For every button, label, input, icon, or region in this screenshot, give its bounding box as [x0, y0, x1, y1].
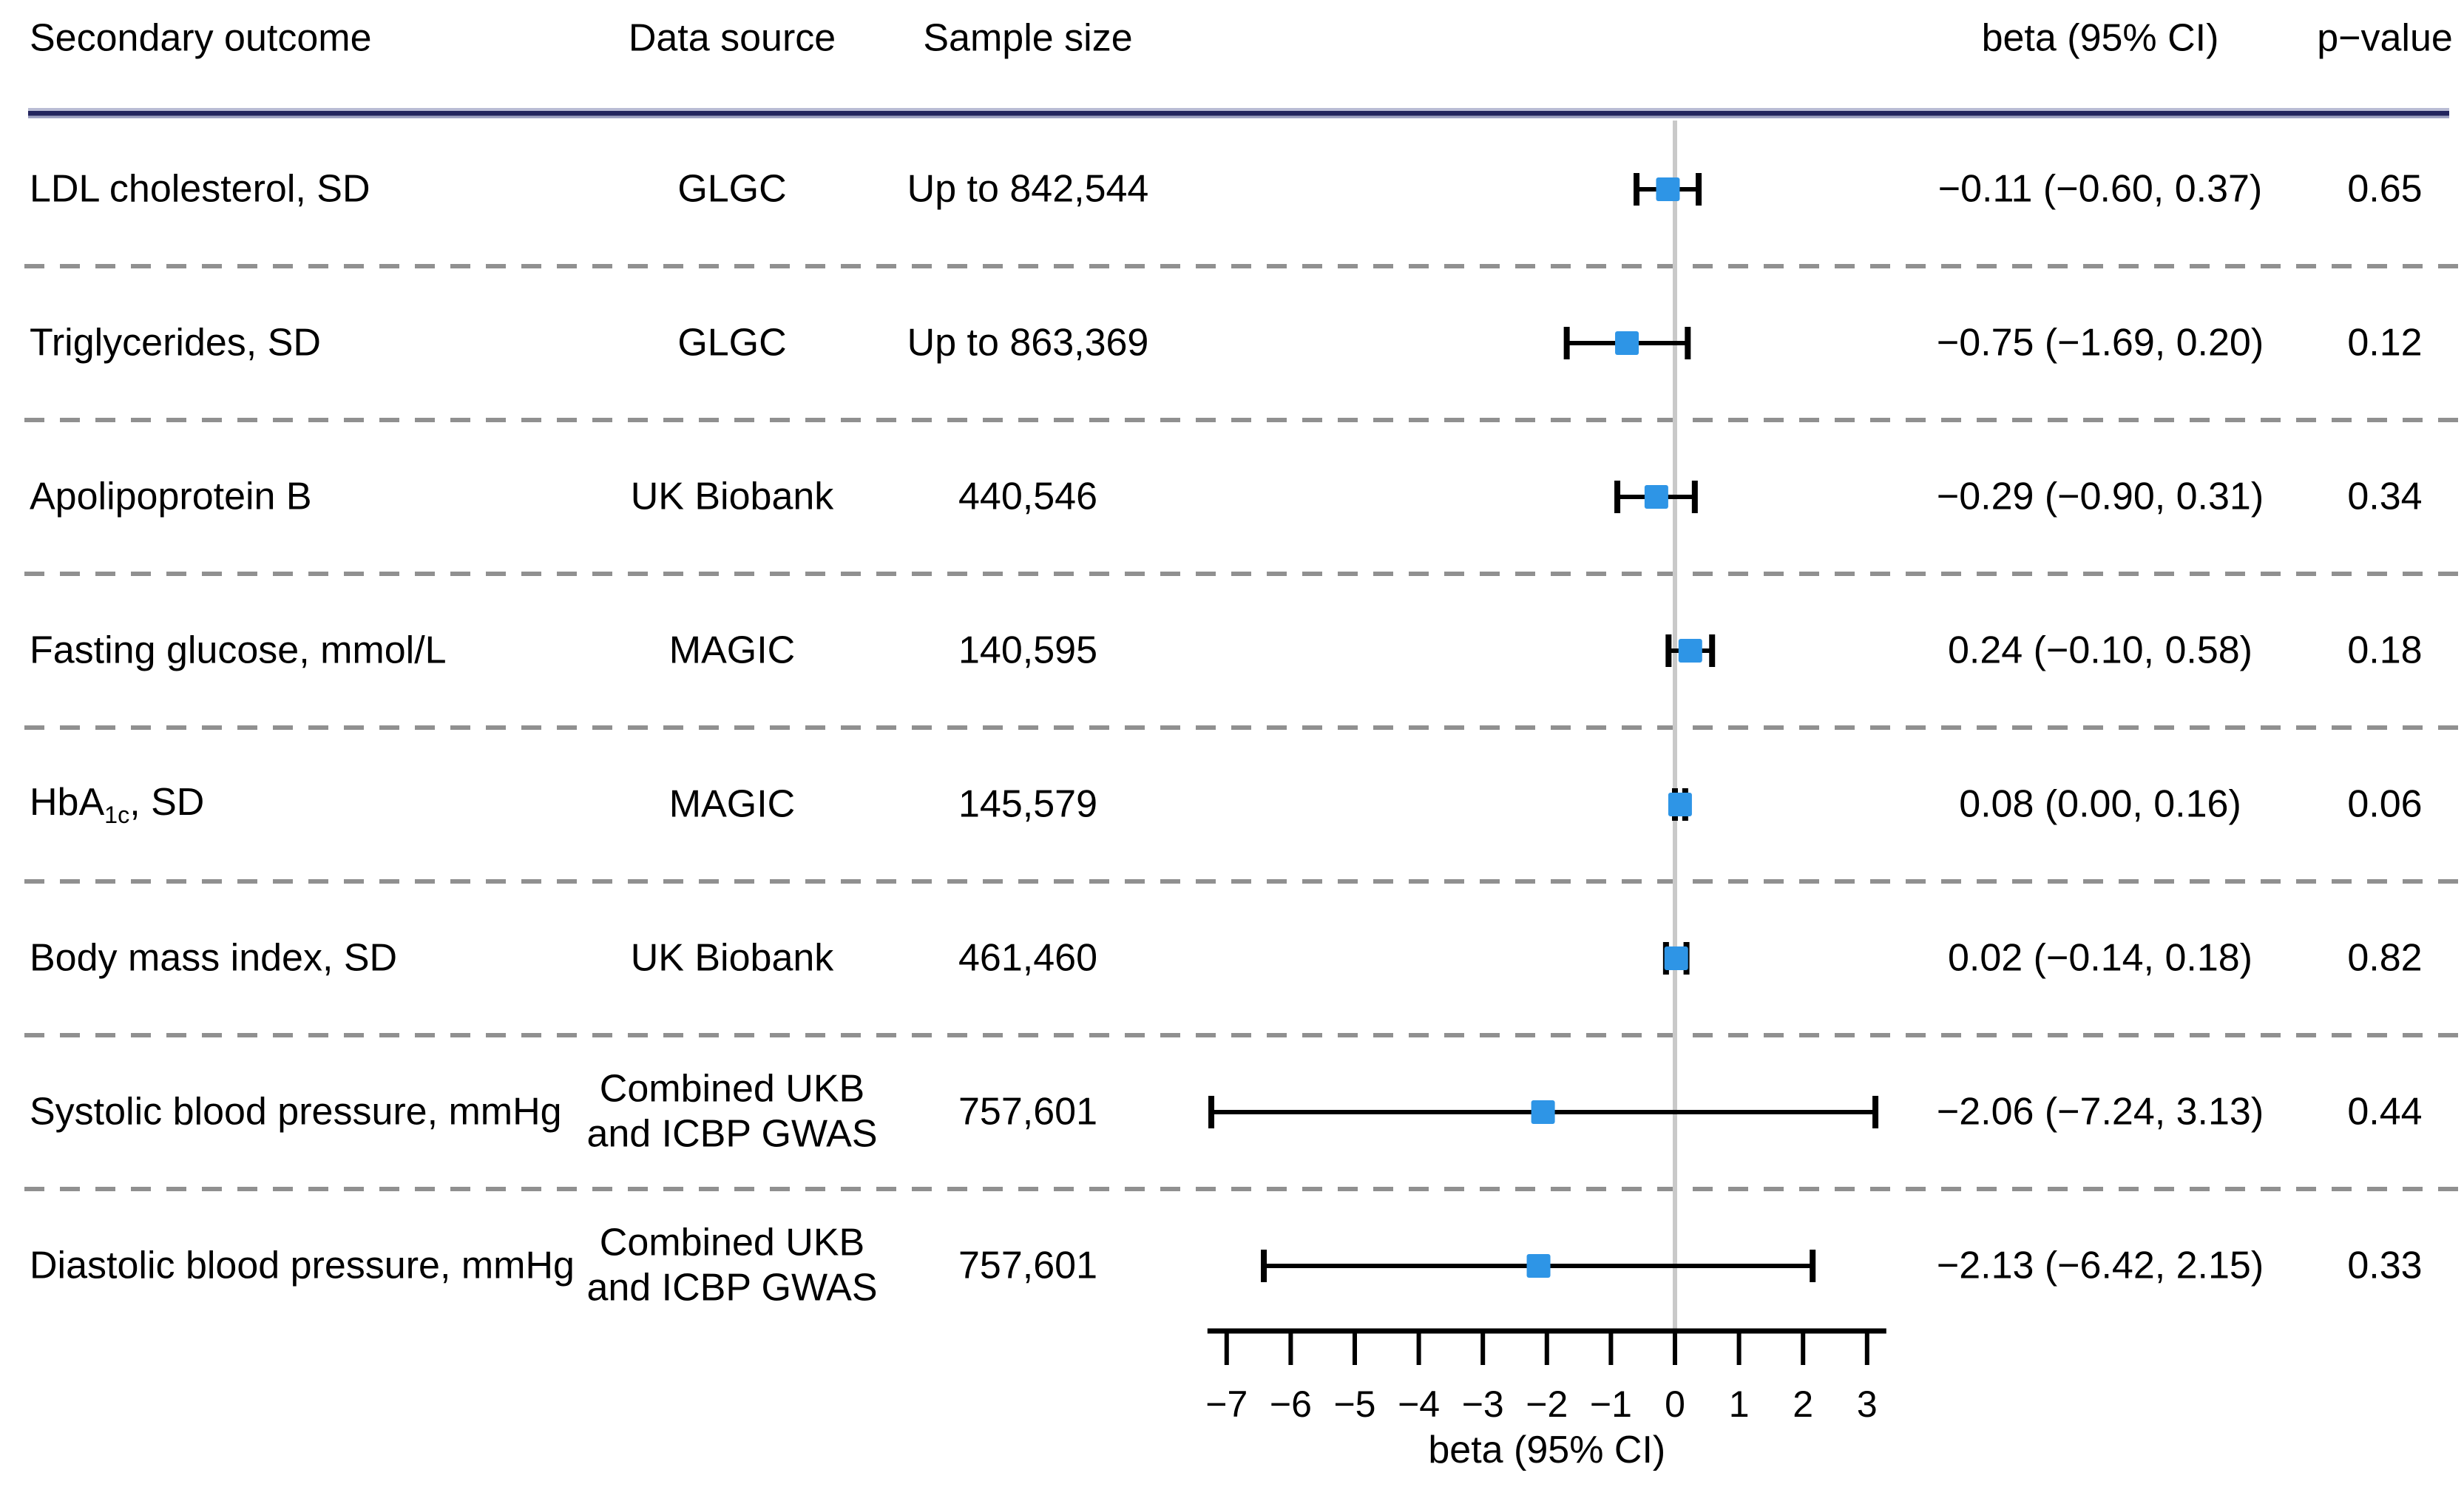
outcome-cell: LDL cholesterol, SD	[30, 167, 370, 211]
x-tick-label: −1	[1590, 1383, 1632, 1425]
outcome-cell: Body mass index, SD	[30, 936, 398, 980]
row-separator	[24, 1187, 2464, 1191]
outcome-subscript: 1c	[104, 802, 130, 829]
data-source-cell: Combined UKB and ICBP GWAS	[586, 1067, 878, 1156]
beta-ci-cell: 0.08 (0.00, 0.16)	[1959, 782, 2241, 826]
beta-ci-cell: −0.11 (−0.60, 0.37)	[1937, 167, 2263, 211]
p-value-cell: 0.34	[2347, 475, 2423, 518]
header-secondary-outcome: Secondary outcome	[30, 16, 372, 60]
x-tick-label: 3	[1857, 1383, 1878, 1425]
data-source-cell: GLGC	[677, 321, 787, 365]
point-estimate-marker	[1668, 793, 1692, 816]
p-value-cell: 0.12	[2347, 321, 2423, 365]
p-value-cell: 0.44	[2347, 1090, 2423, 1134]
outcome-cell: Fasting glucose, mmol/L	[30, 629, 447, 672]
data-source-cell: MAGIC	[669, 782, 796, 826]
row-separator	[24, 572, 2464, 576]
sample-size-cell: 757,601	[958, 1090, 1097, 1134]
point-estimate-marker	[1526, 1254, 1551, 1278]
point-estimate-marker	[1678, 639, 1702, 663]
row-separator	[24, 264, 2464, 268]
x-axis-title: beta (95% CI)	[1428, 1429, 1665, 1471]
beta-ci-cell: −2.06 (−7.24, 3.13)	[1936, 1090, 2264, 1134]
sample-size-cell: 140,595	[958, 629, 1097, 672]
p-value-cell: 0.18	[2347, 629, 2423, 672]
x-tick-label: −6	[1270, 1383, 1312, 1425]
sample-size-cell: 440,546	[958, 475, 1097, 518]
sample-size-cell: Up to 842,544	[907, 167, 1149, 211]
data-source-cell: MAGIC	[669, 629, 796, 672]
x-tick-label: 0	[1665, 1383, 1685, 1425]
sample-size-cell: 461,460	[958, 936, 1097, 980]
beta-ci-cell: 0.02 (−0.14, 0.18)	[1948, 936, 2253, 980]
outcome-cell: HbA1c, SD	[30, 780, 205, 829]
outcome-cell: Triglycerides, SD	[30, 321, 321, 365]
data-source-cell: Combined UKB and ICBP GWAS	[586, 1221, 878, 1310]
x-tick-label: 1	[1729, 1383, 1750, 1425]
sample-size-cell: 145,579	[958, 782, 1097, 826]
data-source-cell: UK Biobank	[630, 475, 834, 518]
header-data-source: Data source	[628, 16, 836, 60]
outcome-cell: Diastolic blood pressure, mmHg	[30, 1244, 575, 1287]
beta-ci-cell: 0.24 (−0.10, 0.58)	[1948, 629, 2253, 672]
beta-ci-cell: −0.29 (−0.90, 0.31)	[1936, 475, 2264, 518]
point-estimate-marker	[1656, 177, 1680, 201]
row-separator	[24, 879, 2464, 884]
p-value-cell: 0.06	[2347, 782, 2423, 826]
sample-size-cell: Up to 863,369	[907, 321, 1149, 365]
point-estimate-marker	[1531, 1100, 1555, 1124]
point-estimate-marker	[1664, 946, 1688, 970]
header-rule	[28, 108, 2449, 118]
x-tick-label: −3	[1462, 1383, 1504, 1425]
x-tick-label: −5	[1333, 1383, 1375, 1425]
p-value-cell: 0.82	[2347, 936, 2423, 980]
row-separator	[24, 418, 2464, 422]
p-value-cell: 0.65	[2347, 167, 2423, 211]
outcome-cell: Apolipoprotein B	[30, 475, 312, 518]
header-p-value: p−value	[2317, 16, 2453, 60]
outcome-cell: Systolic blood pressure, mmHg	[30, 1090, 562, 1134]
x-tick-label: −4	[1398, 1383, 1440, 1425]
beta-ci-cell: −0.75 (−1.69, 0.20)	[1936, 321, 2264, 365]
point-estimate-marker	[1615, 331, 1639, 355]
x-tick-label: 2	[1793, 1383, 1813, 1425]
data-source-cell: UK Biobank	[630, 936, 834, 980]
header-beta-ci: beta (95% CI)	[1981, 16, 2219, 60]
beta-ci-cell: −2.13 (−6.42, 2.15)	[1936, 1244, 2264, 1287]
row-separator	[24, 725, 2464, 730]
header-sample-size: Sample size	[923, 16, 1133, 60]
row-separator	[24, 1033, 2464, 1037]
x-tick-label: −7	[1205, 1383, 1248, 1425]
p-value-cell: 0.33	[2347, 1244, 2423, 1287]
x-tick-label: −2	[1526, 1383, 1568, 1425]
data-source-cell: GLGC	[677, 167, 787, 211]
point-estimate-marker	[1644, 485, 1668, 509]
sample-size-cell: 757,601	[958, 1244, 1097, 1287]
